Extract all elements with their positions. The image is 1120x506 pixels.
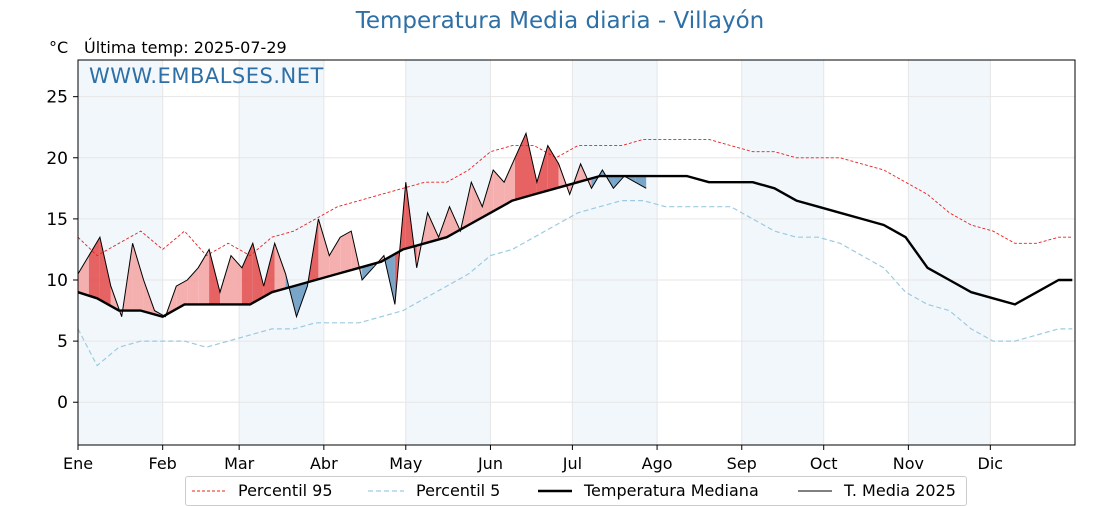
legend-label-p95: Percentil 95 [238,481,333,500]
x-tick-label: Jul [562,454,582,473]
y-tick-label: 15 [46,210,68,230]
anomaly-above-fill [471,182,483,224]
x-tick-label: Nov [893,454,924,473]
anomaly-above-fill [515,133,526,200]
x-tick-label: Ene [63,454,93,473]
x-tick-label: May [389,454,422,473]
legend-item-p5: Percentil 5 [368,481,500,500]
anomaly-above-fill [252,243,264,303]
chart-title: Temperatura Media diaria - Villayón [355,8,765,34]
month-band [908,60,991,445]
anomaly-above-fill [526,133,537,197]
legend-swatch-median [538,489,572,492]
anomaly-above-fill [318,218,330,280]
month-bands [78,60,991,445]
legend-label-year: T. Media 2025 [844,481,956,500]
anomaly-above-fill [536,145,548,194]
month-band [741,60,824,445]
legend-item-median: Temperatura Mediana [538,481,759,500]
x-tick-label: Feb [149,454,177,473]
anomaly-above-fill [493,170,505,212]
chart-legend: Percentil 95 Percentil 5 Temperatura Med… [185,476,967,506]
anomaly-above-fill [88,237,100,300]
y-tick-label: 10 [46,271,68,291]
anomaly-above-fill [176,280,188,309]
anomaly-above-fill [241,243,253,305]
anomaly-above-fill [274,243,286,292]
watermark-text: WWW.EMBALSES.NET [89,64,324,88]
legend-label-p5: Percentil 5 [416,481,501,500]
anomaly-above-fill [78,255,89,296]
unit-label: °C [49,38,69,57]
anomaly-fills [78,133,647,317]
x-tick-label: Sep [727,454,757,473]
x-tick-label: Ago [642,454,673,473]
series-lines [77,131,1073,367]
series-line-median [77,174,1073,318]
anomaly-above-fill [427,212,439,243]
anomaly-above-fill [132,243,144,312]
month-band [572,60,658,445]
last-temp-label: Última temp: 2025-07-29 [84,38,287,57]
anomaly-above-fill [220,255,231,305]
legend-swatch-p95 [192,490,226,491]
y-tick-label: 20 [46,149,68,169]
anomaly-above-fill [340,231,352,274]
y-axis-ticks: 0 5 10 15 20 25 [46,88,78,413]
x-tick-label: Mar [224,454,255,473]
legend-label-median: Temperatura Mediana [584,481,759,500]
series-line-p5 [77,200,1073,367]
anomaly-above-fill [99,237,111,306]
anomaly-below-fill [635,176,647,189]
anomaly-above-fill [482,170,494,218]
legend-item-p95: Percentil 95 [192,481,333,500]
anomaly-below-fill [362,264,373,280]
anomaly-above-fill [231,255,242,305]
y-tick-label: 5 [57,332,68,352]
x-tick-label: Dic [978,454,1004,473]
x-tick-label: Oct [810,454,838,473]
anomaly-above-fill [209,249,220,305]
plot-frame [77,59,1076,446]
x-axis-ticks: Ene Feb Mar Abr May Jun Jul Ago Sep Oct Nov Dic [63,445,1003,473]
anomaly-above-fill [504,157,515,206]
anomaly-above-fill [263,243,275,297]
legend-swatch-p5 [368,489,404,492]
anomaly-above-fill [547,145,559,191]
y-tick-label: 25 [46,88,68,108]
x-tick-label: Jun [477,454,503,473]
legend-swatch-year [798,490,832,491]
legend-item-year: T. Media 2025 [798,481,956,500]
x-tick-label: Abr [310,454,338,473]
anomaly-above-fill [198,249,210,305]
anomaly-above-fill [187,267,199,305]
y-tick-label: 0 [57,393,68,413]
series-line-year [77,131,647,319]
anomaly-above-fill [329,237,341,277]
